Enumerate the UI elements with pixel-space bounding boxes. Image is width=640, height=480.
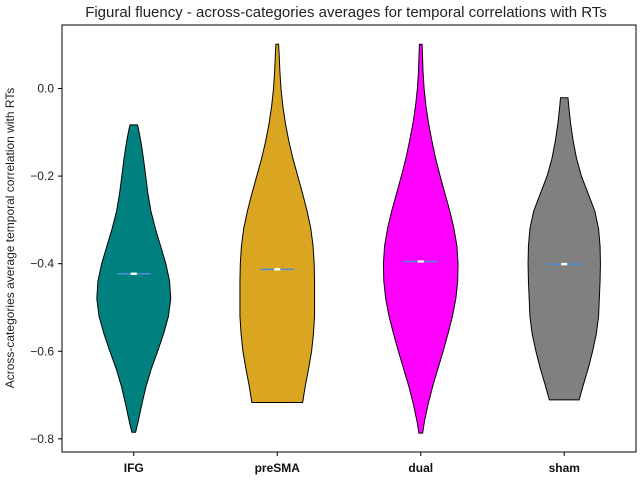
y-axis: 0.0 −0.2 −0.4 −0.6 −0.8 [30, 82, 62, 446]
median-point-ifg [130, 272, 137, 275]
median-point-sham [561, 262, 568, 266]
y-tick-label: −0.8 [30, 432, 54, 446]
median-point-presma [274, 268, 281, 271]
violin-presma [239, 43, 316, 404]
y-tick-label: −0.4 [30, 257, 54, 271]
violin-ifg [96, 124, 172, 433]
y-tick-label: −0.2 [30, 169, 54, 183]
x-tick-label-ifg: IFG [124, 461, 144, 475]
plot-frame [61, 24, 637, 453]
violins-group [96, 43, 601, 434]
chart-title: Figural fluency - across-categories aver… [85, 4, 607, 21]
y-tick-label: −0.6 [30, 344, 54, 358]
x-tick-label-presma: preSMA [255, 461, 301, 475]
x-axis: IFG preSMA dual sham [124, 452, 580, 475]
x-tick-label-sham: sham [549, 461, 580, 475]
y-tick-label: 0.0 [37, 82, 54, 96]
median-point-dual [417, 260, 424, 263]
violin-dual [382, 43, 459, 434]
violin-sham [527, 97, 601, 401]
x-tick-label-dual: dual [408, 461, 433, 475]
y-axis-label: Across-categories average temporal corre… [3, 88, 17, 389]
